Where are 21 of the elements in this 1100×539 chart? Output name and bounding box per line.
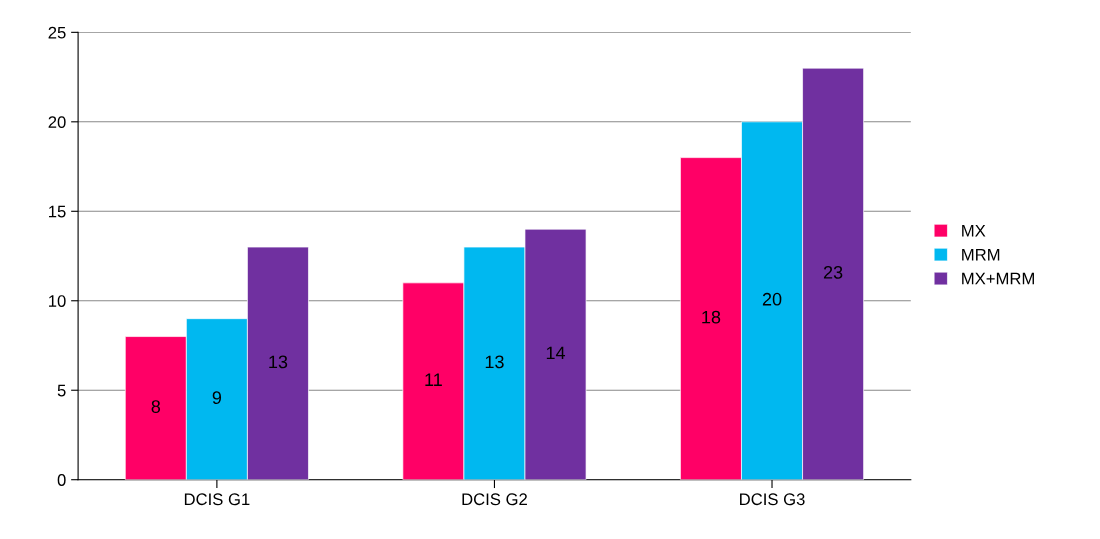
data-label: 18 <box>702 310 721 324</box>
y-tick-label: 20 <box>48 116 66 129</box>
data-label: 13 <box>269 355 288 369</box>
legend-label: MRM <box>962 248 1000 261</box>
y-tick-label: 0 <box>57 474 66 486</box>
data-label: 23 <box>823 265 843 279</box>
data-label: 9 <box>212 391 222 405</box>
x-tick-label: DCIS G2 <box>462 493 527 506</box>
x-tick-label: DCIS G1 <box>184 493 250 506</box>
y-tick-label: 25 <box>48 26 66 39</box>
legend-label: MX <box>962 224 986 237</box>
y-tick-label: 15 <box>49 205 66 218</box>
data-label: 14 <box>546 346 566 360</box>
y-tick-label: 5 <box>57 384 66 397</box>
data-label: 11 <box>425 373 442 386</box>
data-label: 13 <box>485 355 504 369</box>
data-label: 20 <box>762 292 782 306</box>
y-tick-label: 10 <box>49 295 66 307</box>
data-label: 8 <box>151 400 161 413</box>
legend-label: MX+MRM <box>962 272 1034 285</box>
x-tick-label: DCIS G3 <box>740 493 805 506</box>
